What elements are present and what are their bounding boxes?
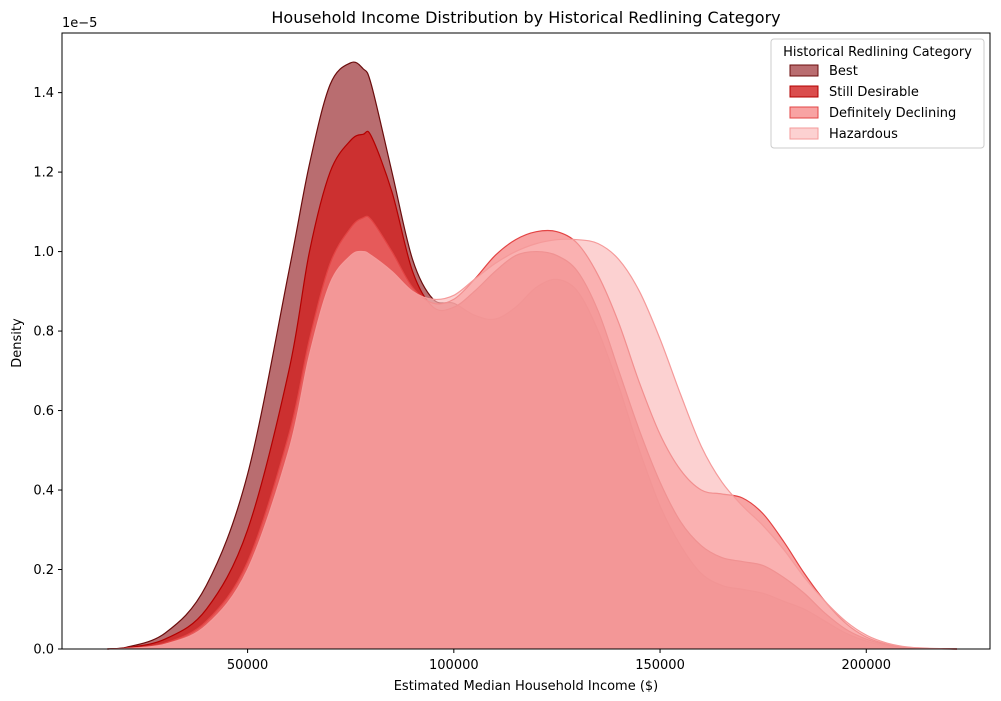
y-tick-label: 0.8: [33, 325, 54, 340]
x-tick-label: 100000: [429, 658, 479, 673]
y-tick-label: 0.0: [33, 643, 54, 658]
legend-swatch-hazardous: [789, 127, 819, 140]
legend-swatch-definitely-declining: [789, 106, 819, 119]
legend-label-still-desirable: Still Desirable: [829, 85, 919, 100]
y-tick-label: 0.4: [33, 484, 54, 499]
y-tick-label: 0.6: [33, 404, 54, 419]
y-tick-label: 1.2: [33, 166, 54, 181]
density-line-hazardous: [107, 238, 958, 650]
plot-frame: [61, 32, 991, 650]
x-axis-title: Estimated Median Household Income ($): [394, 679, 659, 694]
y-axis-title: Density: [10, 318, 25, 368]
density-areas: [107, 61, 958, 650]
x-tick-label: 150000: [635, 658, 685, 673]
legend-swatch-best: [789, 64, 819, 77]
y-tick-label: 1.4: [33, 86, 54, 101]
legend-label-best: Best: [829, 64, 858, 79]
density-line-definitely-declining: [107, 215, 958, 650]
legend-label-hazardous: Hazardous: [829, 127, 898, 142]
x-tick-label: 200000: [841, 658, 891, 673]
chart-title: Household Income Distribution by Histori…: [271, 8, 780, 27]
legend-frame: [770, 38, 985, 149]
x-axis: 50000 100000 150000 200000: [227, 649, 891, 673]
legend-label-definitely-declining: Definitely Declining: [829, 106, 956, 121]
y-tick-label: 0.2: [33, 563, 54, 578]
legend-swatch-still-desirable: [789, 85, 819, 98]
y-tick-label: 1.0: [33, 245, 54, 260]
legend: Historical Redlining Category Best Still …: [770, 38, 985, 149]
legend-title: Historical Redlining Category: [783, 45, 972, 60]
legend-items: Best Still Desirable Definitely Declining H…: [789, 64, 956, 142]
density-area-hazardous: [107, 239, 958, 649]
y-axis: 0.0 0.2 0.4 0.6 0.8 1.0 1.2 1.4: [33, 86, 62, 658]
x-tick-label: 50000: [227, 658, 268, 673]
y-axis-offset-label: 1e−5: [62, 16, 97, 31]
